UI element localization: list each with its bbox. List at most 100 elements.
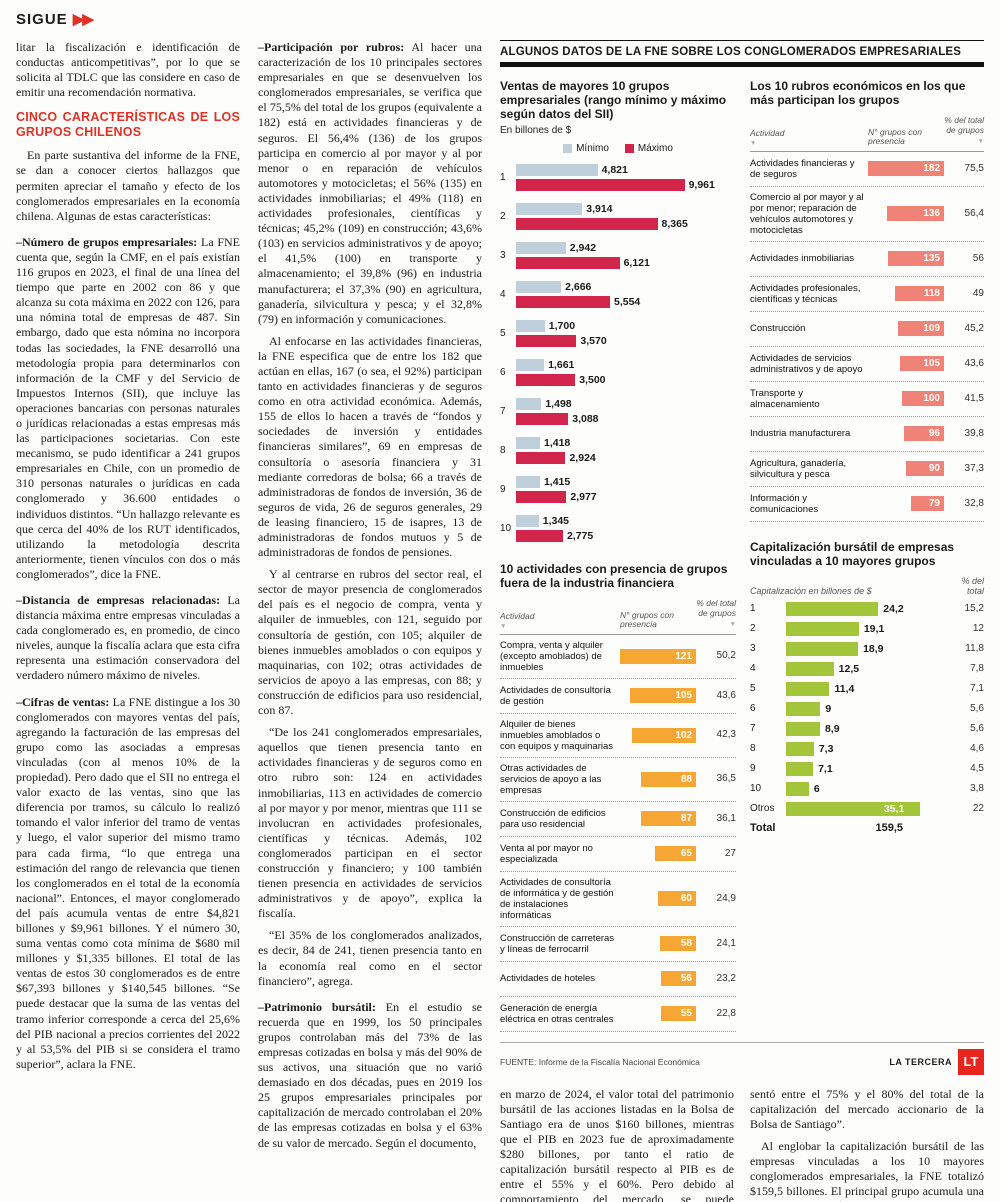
pct-value: 49 [972,287,984,299]
table-row: Construcción 109 45,2 [750,312,984,347]
table-header: Actividad ▼ N° grupos con presencia % del… [750,109,984,152]
page-content: litar la fiscalización e identificación … [16,40,984,1202]
paragraph: –Cifras de ventas: La FNE distingue a lo… [16,694,240,1071]
max-value: 5,554 [613,296,641,308]
min-bar [516,476,540,488]
paragraph: en marzo de 2024, el valor total del pat… [500,1086,734,1202]
max-bar [516,374,576,386]
pct-value: 75,5 [964,162,984,174]
count-value: 55 [680,1008,692,1019]
min-bar [516,359,545,371]
rank-label: 4 [750,663,756,674]
section-heading: CINCO CARACTERÍSTICAS DE LOS GRUPOS CHIL… [16,110,240,140]
min-value: 1,345 [542,515,570,527]
count-value: 105 [923,358,940,369]
double-arrow-icon: ▶▶ [72,11,94,28]
count-bar: 96 [903,426,944,441]
value-label: 7,3 [818,742,834,755]
rank-label: 2 [500,211,506,222]
sales-range-chart: Ventas de mayores 10 grupos empresariale… [500,79,736,544]
pct-value: 24,9 [716,892,736,904]
max-value: 2,775 [566,530,594,542]
paragraph: Y al centrarse en rubros del sector real… [258,567,482,718]
table-row: Industria manufacturera 96 39,8 [750,417,984,452]
rank-label: 5 [500,328,506,339]
table-row: Información y comunicaciones 79 32,8 [750,487,984,522]
sales-row: 7 1,498 3,088 [500,396,736,427]
min-bar [516,515,539,527]
value-bar [786,741,814,756]
non-financial-activities-chart: 10 actividades con presencia de grupos f… [500,562,736,1032]
value-label: 35,1 [883,802,905,815]
paragraph-lead: –Número de grupos empresariales: [16,234,198,249]
count-value: 136 [923,208,940,219]
article-column-4: sentó entre el 75% y el 80% del total de… [750,1087,984,1202]
infographic-body: Ventas de mayores 10 grupos empresariale… [500,79,984,1032]
value-bar [786,661,834,676]
max-value: 8,365 [661,218,688,230]
market-cap-row: 10 6 3,8 [750,781,984,796]
activity-label: Generación de energía eléctrica en otras… [500,1002,614,1025]
value-bar [786,701,821,716]
activity-label: Actividades inmobiliarias [750,253,855,264]
activity-label: Alquiler de bienes inmuebles amoblados o… [500,718,614,752]
value-label: 9 [825,702,832,715]
table-row: Actividades de consultoría de informátic… [500,872,736,927]
fne-infographic: ALGUNOS DATOS DE LA FNE SOBRE LOS CONGLO… [500,40,984,1075]
count-bar: 56 [660,971,696,986]
pct-value: 4,5 [970,763,984,774]
market-cap-row: 3 18,9 11,8 [750,641,984,656]
paragraph-lead: –Distancia de empresas relacionadas: [16,593,221,607]
max-value: 2,924 [569,452,596,464]
article-column-2: –Participación por rubros: Al hacer una … [258,40,482,1202]
sort-icon: ▼ [500,622,507,630]
market-cap-row: 2 19,1 12 [750,621,984,636]
pct-value: 4,6 [970,743,984,754]
paragraph-lead: –Cifras de ventas: [16,694,110,709]
total-row: Total 159,5 [750,822,984,834]
activity-rows: Compra, venta y alquiler (excepto amobla… [500,635,736,1032]
value-bar [786,761,814,776]
paragraph: –Número de grupos empresariales: La FNE … [16,234,241,581]
activity-label: Actividades profesionales, científicas y… [750,282,861,305]
pct-value: 5,6 [970,723,984,734]
rank-label: 5 [750,683,756,694]
paragraph: –Participación por rubros: Al hacer una … [258,40,483,326]
sales-row: 6 1,661 3,500 [500,357,736,388]
pct-value: 12 [972,623,984,634]
min-swatch-icon [563,144,573,153]
chart-title: Los 10 rubros económicos en los que más … [750,79,966,107]
value-label: 12,5 [838,662,860,675]
table-row: Actividades profesionales, científicas y… [750,277,984,312]
min-bar [516,398,542,410]
paragraph: –Patrimonio bursátil: En el estudio se r… [258,999,483,1150]
pct-value: 56,4 [964,207,984,219]
activity-label: Compra, venta y alquiler (excepto amobla… [500,639,603,673]
market-cap-chart: Capitalización bursátil de empresas vinc… [750,540,984,834]
paragraph: “El 35% de los conglomerados analizados,… [258,928,482,988]
paragraph: –Distancia de empresas relacionadas: La … [16,593,240,683]
activity-label: Actividades de hoteles [500,973,596,984]
rank-label: 8 [500,445,506,456]
rank-label: 8 [750,743,756,754]
min-value: 1,415 [543,476,571,488]
market-cap-row: 8 7,3 4,6 [750,741,984,756]
rank-label: 9 [500,484,506,495]
pct-value: 45,2 [964,322,984,334]
count-value: 102 [675,729,692,741]
chart-subtitle: En billones de $ [500,125,572,136]
table-row: Transporte y almacenamiento 100 41,5 [750,382,984,417]
activity-header: Actividad [500,610,535,621]
count-bar: 105 [630,688,696,703]
activity-label: Actividades financieras y de seguros [750,157,855,180]
chart-title: Capitalización bursátil de empresas vinc… [750,539,955,568]
activity-label: Construcción [750,323,806,334]
max-bar [516,296,610,308]
count-bar: 135 [887,251,944,266]
pct-value: 56 [972,252,984,264]
right-region: ALGUNOS DATOS DE LA FNE SOBRE LOS CONGLO… [500,40,984,1202]
total-label: Total [750,821,776,834]
paragraph: sentó entre el 75% y el 80% del total de… [750,1086,984,1131]
market-cap-row: 9 7,1 4,5 [750,761,984,776]
count-value: 118 [923,288,940,299]
